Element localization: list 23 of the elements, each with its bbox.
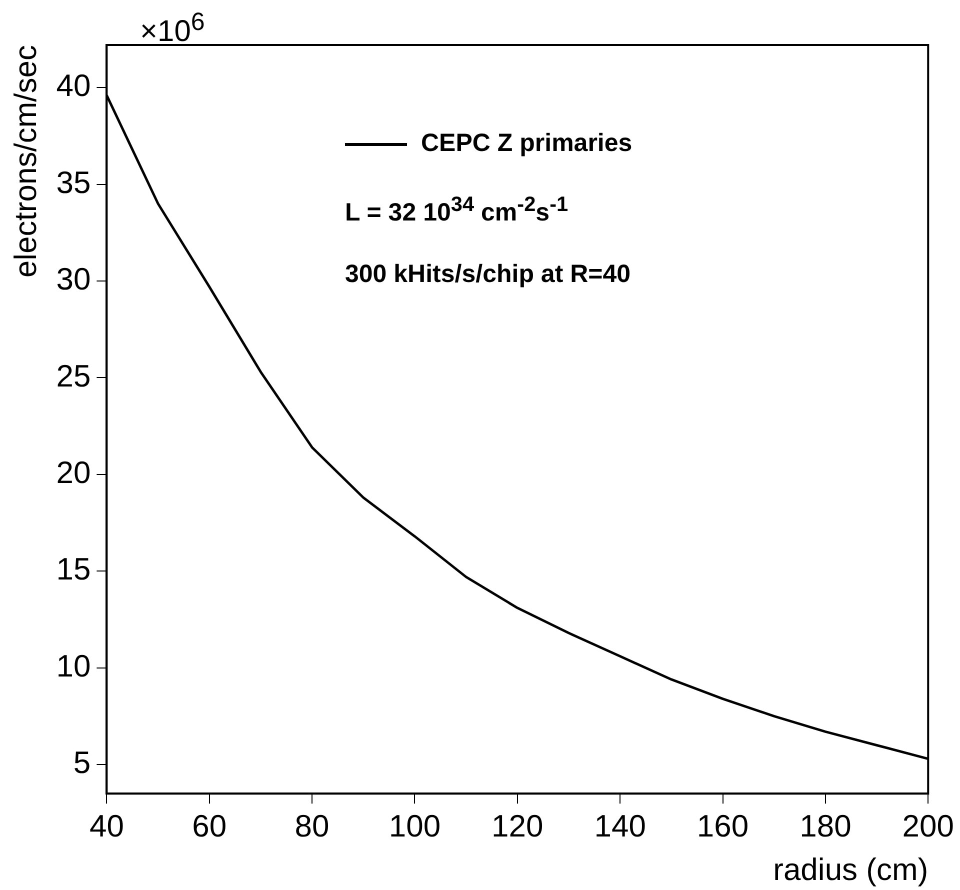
y-tick-label: 40 [56, 68, 91, 104]
y-tick-label: 25 [56, 358, 91, 394]
y-tick-label: 30 [56, 262, 91, 297]
x-tick-label: 40 [89, 808, 124, 844]
y-tick-label: 15 [56, 552, 91, 587]
annotation: 300 kHits/s/chip at R=40 [345, 259, 632, 290]
x-tick-label: 100 [388, 808, 441, 844]
x-tick-label: 140 [594, 808, 646, 844]
x-tick-label: 200 [902, 808, 954, 844]
y-axis-title: electrons/cm/sec [8, 45, 44, 278]
legend-label: CEPC Z primaries [421, 129, 632, 157]
x-axis-title: radius (cm) [773, 852, 928, 887]
x-tick-label: 60 [192, 808, 227, 844]
y-tick-label: 20 [56, 454, 91, 490]
x-tick-label: 180 [800, 808, 852, 844]
annotation: L = 32 10$^{34}$ cm$^{-2}$s$^{-1}$ [345, 192, 570, 228]
annotation: ×10$^{6}$ [140, 8, 205, 49]
x-tick-label: 160 [696, 808, 749, 844]
y-tick-label: 35 [56, 164, 91, 200]
y-tick-label: 10 [56, 648, 91, 684]
x-tick-label: 120 [492, 808, 544, 844]
y-tick-label: 5 [73, 745, 91, 780]
x-tick-label: 80 [294, 808, 330, 844]
